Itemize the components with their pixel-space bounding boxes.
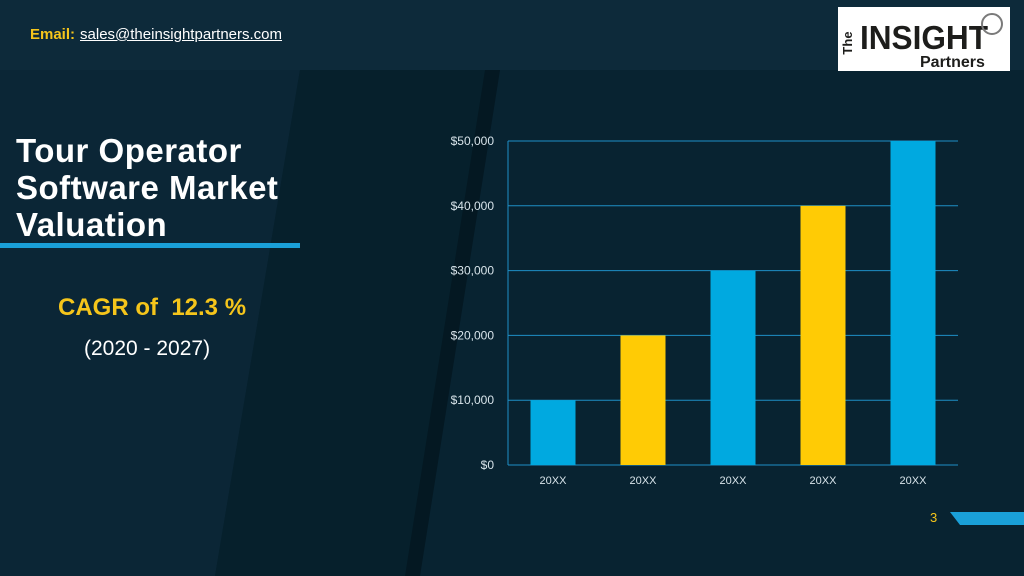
logo-ring-icon — [981, 13, 1003, 35]
cagr-value: CAGR of 12.3 % — [58, 294, 247, 321]
email-label: Email: — [30, 26, 76, 43]
y-tick-label: $0 — [481, 458, 495, 472]
market-bar-chart: $0 $10,000 $20,000 $30,000 $40,000 $50,000 20X… — [451, 134, 958, 487]
x-tick-label: 20XX — [720, 475, 748, 487]
logo-partners: Partners — [920, 54, 985, 71]
bar — [620, 335, 666, 465]
y-tick-label: $20,000 — [451, 328, 495, 342]
title-underline — [0, 243, 300, 248]
bar — [890, 141, 936, 465]
y-tick-label: $10,000 — [451, 393, 495, 407]
email-link[interactable]: sales@theinsightpartners.com — [80, 26, 283, 43]
y-tick-label: $40,000 — [451, 199, 495, 213]
page-number: 3 — [930, 510, 938, 525]
x-tick-label: 20XX — [810, 475, 838, 487]
y-tick-label: $30,000 — [451, 264, 495, 278]
logo-insight: INSIGHT — [860, 19, 988, 56]
x-tick-label: 20XX — [540, 475, 568, 487]
y-tick-label: $50,000 — [451, 134, 495, 148]
logo-the: The — [840, 31, 855, 54]
insight-partners-logo: The INSIGHT Partners — [838, 7, 1010, 71]
bar — [530, 400, 576, 465]
email-contact: Email: sales@theinsightpartners.com — [30, 26, 282, 43]
x-tick-label: 20XX — [900, 475, 928, 487]
slide-title: Tour Operator Software Market Valuation — [16, 132, 279, 243]
x-tick-label: 20XX — [630, 475, 658, 487]
forecast-period: (2020 - 2027) — [84, 337, 211, 360]
bar — [710, 270, 756, 465]
bar — [800, 205, 846, 466]
